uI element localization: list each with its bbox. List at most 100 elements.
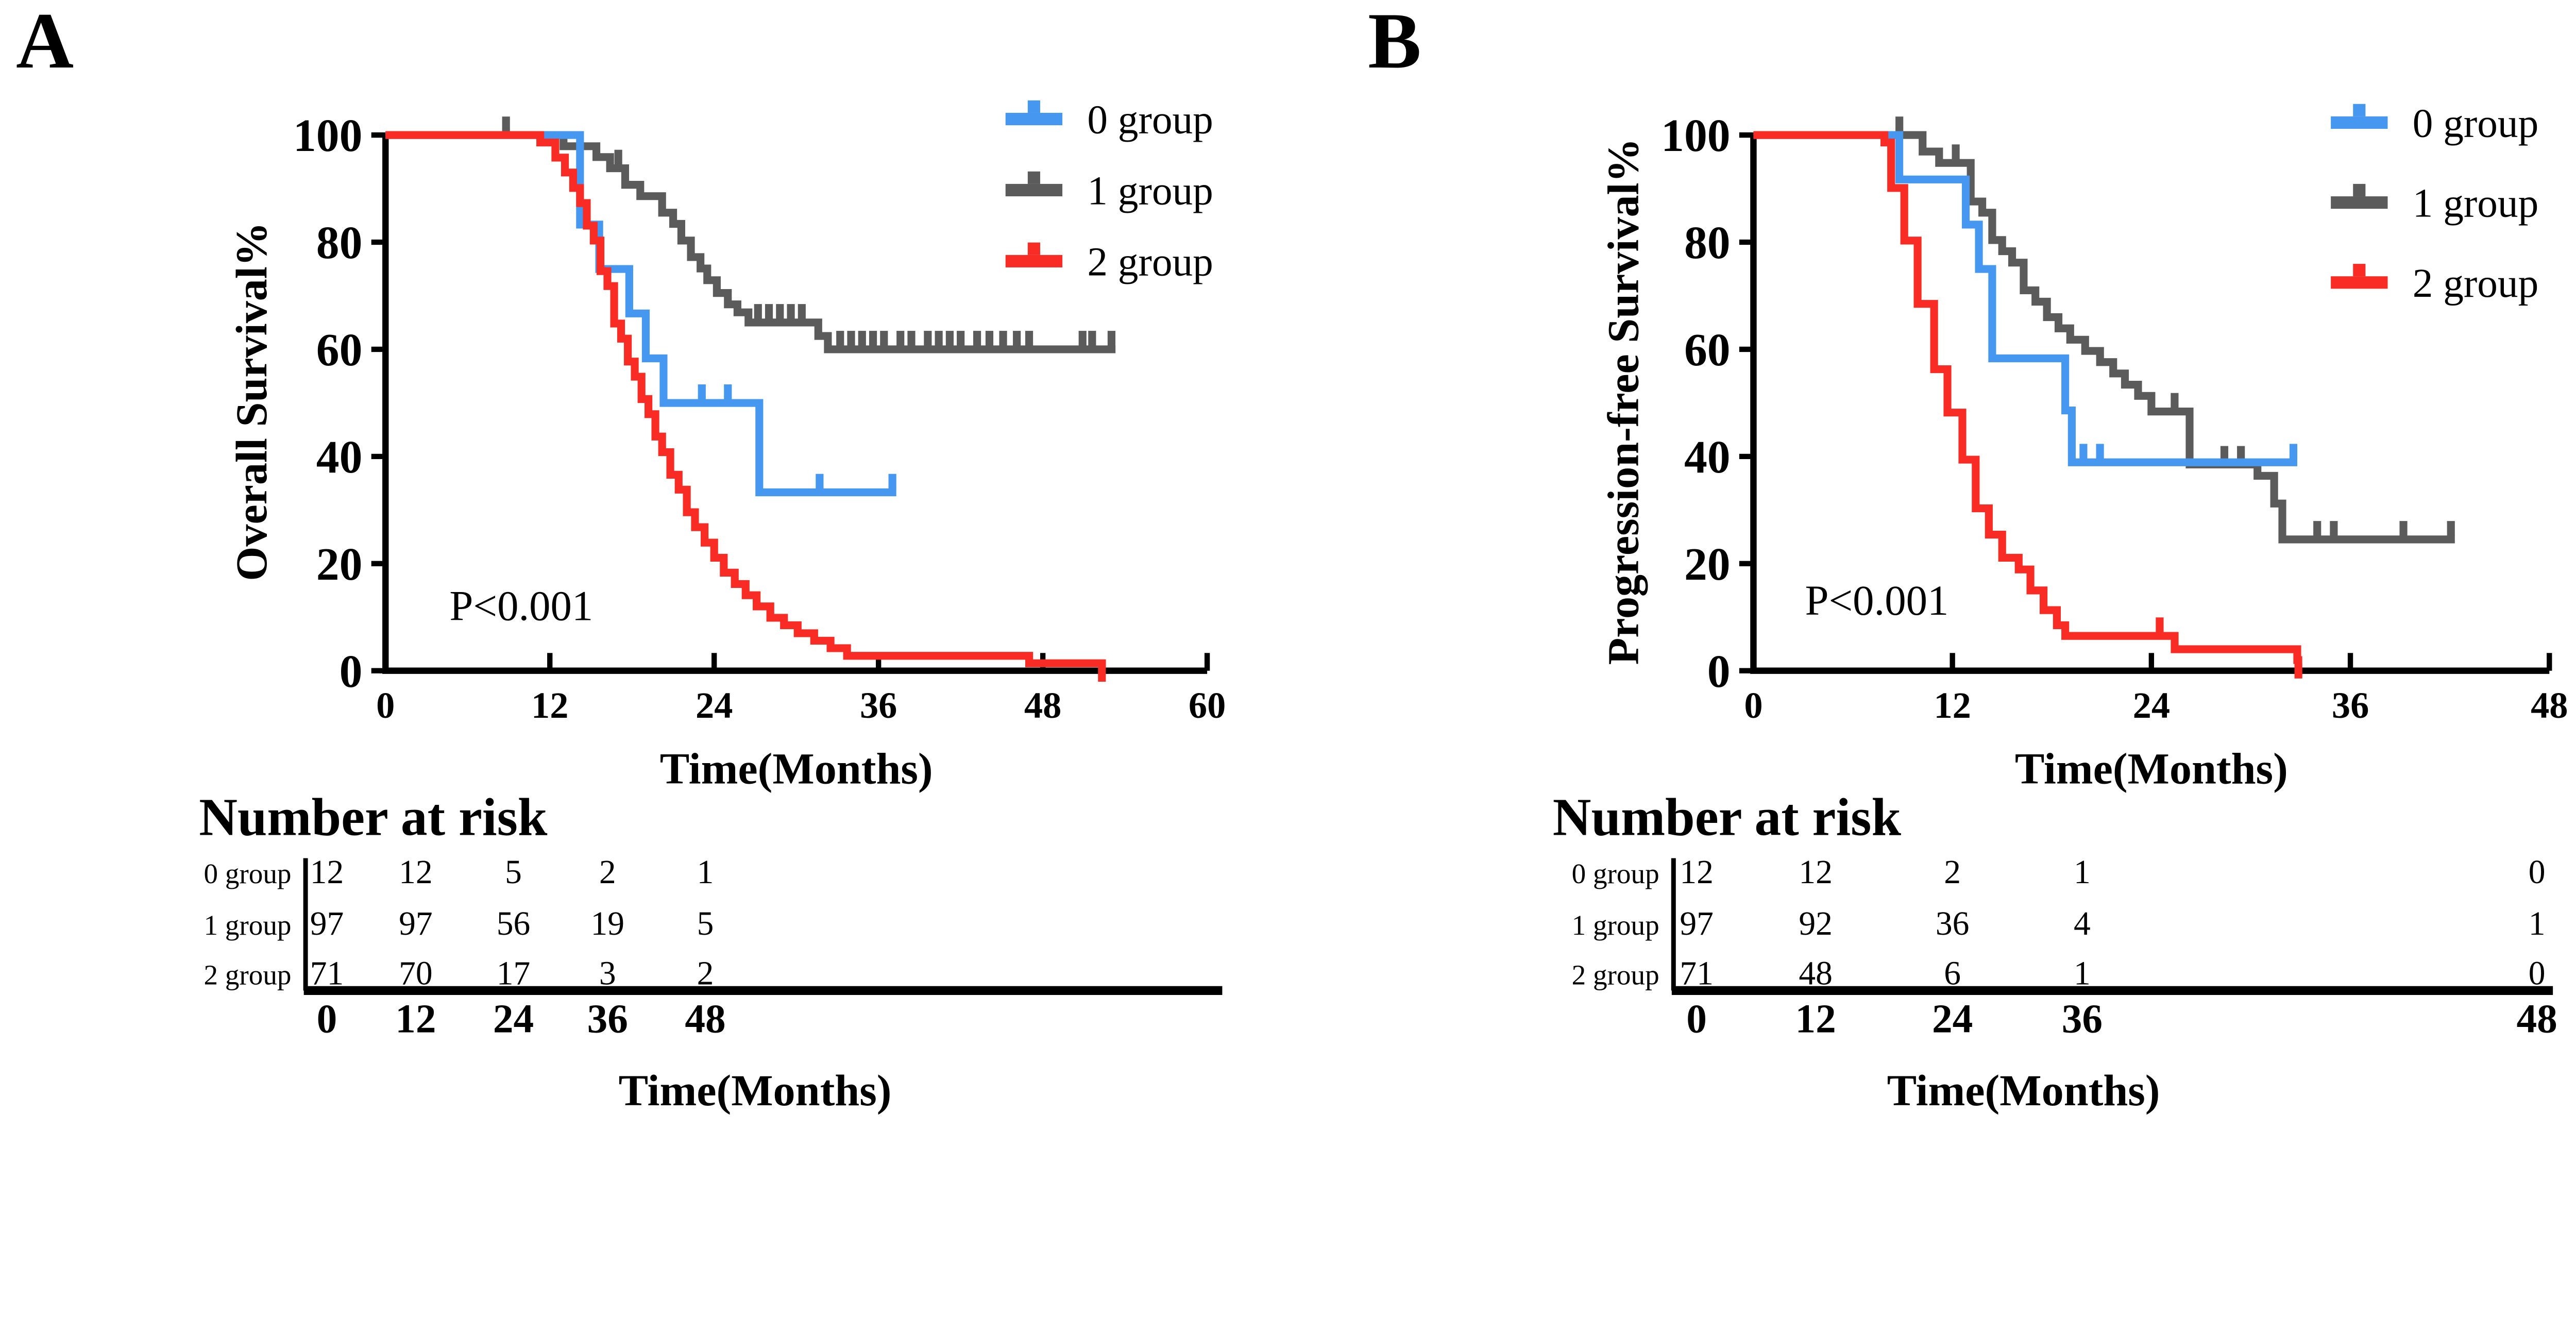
legend-line-swatch (1005, 112, 1063, 126)
legend-label: 2 group (2413, 261, 2538, 306)
risk-value: 19 (591, 905, 625, 942)
risk-value: 2 (1944, 854, 1961, 891)
censor-tick (924, 331, 932, 346)
risk-row-label: 0 group (204, 858, 291, 889)
risk-time-label: 48 (685, 996, 725, 1041)
end-tick (2289, 444, 2298, 459)
legend-label: 0 group (1087, 97, 1213, 143)
km-survival-figure: 0 12 24 36 48 60020406080100Time(Months)Overa… (16, 0, 2568, 1115)
chart-render-root: 0 12 24 36 48 60020406080100Time(Months)Overa… (199, 97, 2568, 1115)
risk-value: 1 (2529, 905, 2546, 942)
censor-tick (836, 331, 844, 346)
risk-value: 4 (2074, 905, 2091, 942)
legend: 0 group 1 group 2 group (2331, 101, 2538, 306)
risk-time-axis-title: Time(Months) (1887, 1066, 2160, 1115)
risk-value: 56 (497, 905, 531, 942)
risk-time-label: 12 (395, 996, 436, 1041)
y-tick-label: 80 (1684, 217, 1731, 268)
risk-time-label: 0 (1686, 996, 1707, 1041)
censor-tick (2171, 393, 2179, 408)
x-tick-label: 0 (376, 684, 395, 726)
risk-time-label: 36 (587, 996, 628, 1041)
risk-row-1-group: 1 group 97 97 56 19 5 (204, 905, 714, 942)
risk-row-0-group: 0 group 12 12 5 2 1 (204, 854, 714, 891)
risk-value: 12 (310, 854, 344, 891)
legend-censor-swatch (1027, 171, 1040, 184)
censor-tick (2079, 444, 2088, 459)
risk-row-1-group: 1 group 97 92 36 4 1 (1572, 905, 2546, 942)
censor-tick (1025, 331, 1033, 346)
censor-tick (858, 331, 866, 346)
censor-tick (776, 304, 784, 319)
censor-tick (2399, 521, 2408, 536)
risk-value: 6 (1944, 955, 1961, 992)
censor-tick (1088, 331, 1096, 346)
censor-tick (896, 331, 905, 346)
legend-censor-swatch (2353, 264, 2366, 277)
km-figure-container: 0 12 24 36 48 60 0 20 40 60 80 100 Time(Months) Overa… (16, 0, 2568, 1115)
risk-time-label: 36 (2062, 996, 2103, 1041)
censor-tick (724, 384, 732, 399)
censor-tick (787, 304, 795, 319)
x-tick-label: 60 (1189, 684, 1226, 726)
risk-table-B: Number at risk 0 group 12 12 2 1 0 1 group 97 92 3… (1553, 788, 2557, 1115)
y-tick-label: 20 (316, 539, 363, 590)
legend-item-2-group: 2 group (1005, 239, 1213, 284)
p-value-annotation: P<0.001 (1805, 577, 1948, 624)
legend-item-0-group: 0 group (2331, 101, 2538, 146)
risk-value: 1 (2074, 955, 2091, 992)
risk-value: 36 (1936, 905, 1970, 942)
p-value-annotation: P<0.001 (449, 582, 593, 629)
risk-row-2-group: 2 group 71 48 6 1 0 (1572, 955, 2546, 992)
risk-value: 5 (697, 905, 714, 942)
risk-value: 12 (1680, 854, 1714, 891)
km-step-line (385, 131, 1106, 667)
y-tick-label: 40 (1684, 432, 1731, 483)
risk-value: 92 (1799, 905, 1833, 942)
censor-tick (2330, 521, 2338, 536)
censor-tick (945, 331, 954, 346)
risk-value: 3 (599, 955, 616, 992)
risk-time-label: 48 (2516, 996, 2557, 1041)
y-axis-title: Progression-free Survival% (1598, 138, 1648, 665)
panel-B: 0 12 24 36 48020406080100Time(Months)Progres… (1553, 101, 2568, 1115)
risk-table-title: Number at risk (1553, 788, 1902, 847)
censor-tick (985, 331, 994, 346)
x-tick-label: 48 (1024, 684, 1061, 726)
legend-line-swatch (1005, 183, 1063, 197)
legend-line-swatch (2331, 276, 2388, 289)
risk-value: 97 (1680, 905, 1714, 942)
risk-value: 5 (505, 854, 522, 891)
censor-tick (1078, 331, 1087, 346)
risk-value: 48 (1799, 955, 1833, 992)
risk-value: 2 (697, 955, 714, 992)
legend-item-2-group: 2 group (2331, 261, 2538, 306)
censor-tick (973, 331, 981, 346)
y-tick-label: 0 (1707, 646, 1731, 697)
km-curve-0-group (1753, 131, 2298, 466)
x-tick-label: 24 (696, 684, 733, 726)
y-tick-label: 60 (1684, 325, 1731, 376)
x-tick-label: 24 (2133, 684, 2170, 726)
censor-tick (1895, 116, 1904, 132)
legend-label: 2 group (1087, 239, 1213, 284)
censor-tick (957, 331, 965, 346)
y-tick-label: 100 (293, 110, 362, 161)
censor-tick (847, 331, 855, 346)
risk-row-label: 1 group (1572, 909, 1659, 941)
legend-censor-swatch (2353, 183, 2366, 197)
y-tick-label: 60 (316, 325, 363, 376)
risk-table-title: Number at risk (199, 788, 548, 847)
censor-tick (1952, 144, 1960, 160)
risk-value: 1 (2074, 854, 2091, 891)
legend-item-0-group: 0 group (1005, 97, 1213, 143)
censor-tick (2313, 521, 2321, 536)
censor-tick (935, 331, 943, 346)
x-axis-title: Time(Months) (2015, 744, 2288, 794)
x-tick-label: 0 (1744, 684, 1762, 726)
km-curve-2-group (1753, 131, 2302, 679)
censor-tick (2096, 444, 2104, 459)
legend-item-1-group: 1 group (2331, 181, 2538, 226)
censor-tick (614, 149, 622, 165)
risk-value: 1 (697, 854, 714, 891)
